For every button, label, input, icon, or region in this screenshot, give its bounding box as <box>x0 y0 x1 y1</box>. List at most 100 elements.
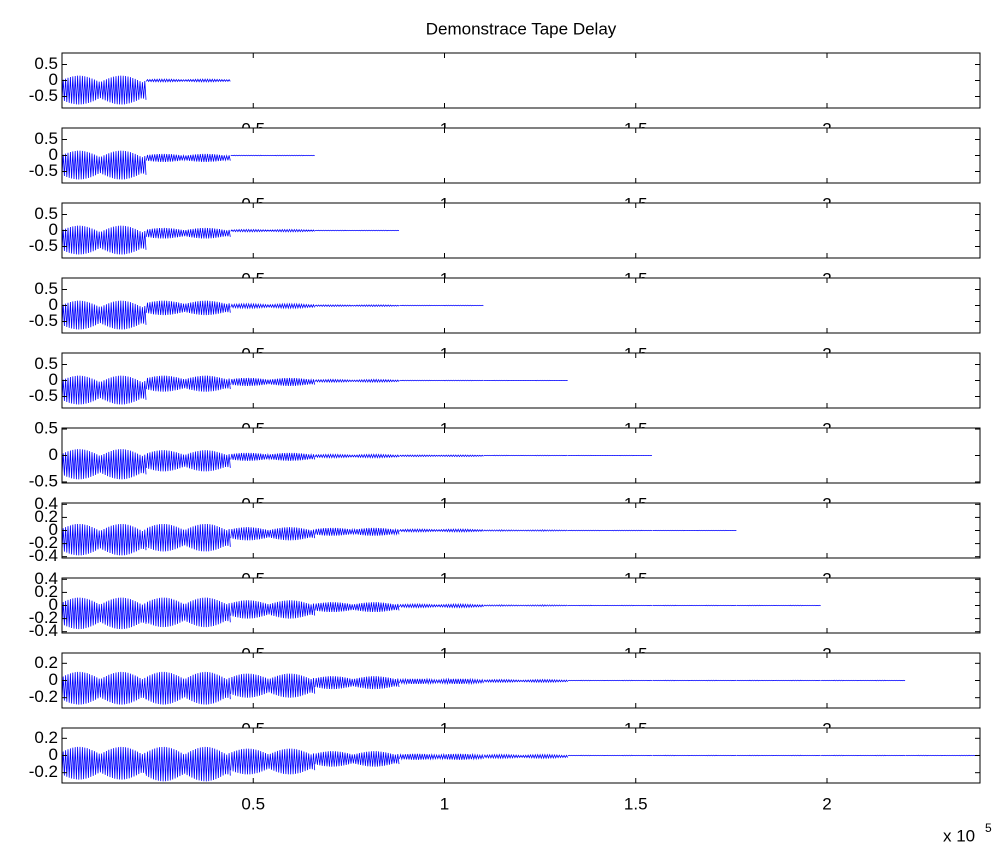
y-tick-label: -0.2 <box>29 533 58 552</box>
waveform-segment <box>399 603 484 609</box>
x-tick-label: 0.5 <box>241 794 265 813</box>
plot-area <box>62 375 568 405</box>
waveform-segment <box>652 754 737 757</box>
plot-area <box>62 75 231 105</box>
waveform-segment <box>230 452 316 461</box>
waveform-segment <box>62 375 147 405</box>
waveform-segment <box>483 454 568 457</box>
x-tick-label: 2 <box>822 794 831 813</box>
waveform-segment <box>567 529 653 532</box>
y-tick-label: -0.2 <box>29 762 58 781</box>
waveform-segment <box>483 753 569 760</box>
x-tick-label: 1.5 <box>624 794 648 813</box>
waveform-segment <box>399 677 484 686</box>
waveform-segment <box>483 604 568 607</box>
waveform-segment <box>567 754 653 757</box>
waveform-segment <box>230 748 316 775</box>
waveform-segment <box>145 450 231 472</box>
waveform-segment <box>314 676 400 690</box>
subplot: -0.500.50.511.52Demonstrace Tape Delay <box>29 19 981 138</box>
waveform-segment <box>62 449 147 480</box>
axes-frame <box>61 652 981 709</box>
waveform-segment <box>230 527 316 541</box>
waveform-segment <box>314 453 400 459</box>
axes-frame <box>61 577 981 634</box>
axes-frame <box>61 127 981 184</box>
plot-area <box>62 523 737 556</box>
plot-area <box>62 746 980 782</box>
waveform-segment <box>314 751 400 767</box>
waveform-segment <box>399 379 484 382</box>
x-scale-label: x 10 <box>943 826 975 845</box>
waveform-segment <box>62 225 147 255</box>
waveform-segment <box>62 597 147 630</box>
waveform-segment <box>652 604 737 607</box>
waveform-segment <box>567 604 653 607</box>
waveform-segment <box>314 304 400 308</box>
y-tick-label: 0.5 <box>34 204 58 223</box>
y-tick-label: 0 <box>49 670 58 689</box>
waveform-segment <box>230 377 316 386</box>
waveform-segment <box>145 78 231 83</box>
axes-frame <box>61 427 981 484</box>
y-tick-label: 0 <box>49 70 58 89</box>
y-tick-label: 0 <box>49 745 58 764</box>
waveform-segment <box>230 673 316 698</box>
waveform-segment <box>567 679 653 682</box>
waveform-segment <box>314 229 400 232</box>
waveform-segment <box>820 754 906 757</box>
waveform-segment <box>399 454 484 458</box>
y-tick-label: 0.5 <box>34 279 58 298</box>
y-tick-label: -0.5 <box>29 471 58 490</box>
waveform-segment <box>62 300 147 330</box>
waveform-segment <box>314 527 400 536</box>
y-tick-label: 0 <box>49 220 58 239</box>
y-tick-label: -0.4 <box>29 546 58 565</box>
plot-area <box>62 150 315 180</box>
y-tick-label: 0.5 <box>34 419 58 438</box>
plot-area <box>62 225 400 255</box>
y-tick-label: 0.2 <box>34 582 58 601</box>
y-tick-label: 0.2 <box>34 507 58 526</box>
waveform-segment <box>145 671 231 705</box>
axes-frame <box>61 202 981 259</box>
waveform-segment <box>145 227 231 239</box>
waveform-segment <box>483 529 568 532</box>
waveform-segment <box>145 153 231 162</box>
y-tick-label: 0 <box>49 145 58 164</box>
chart-title: Demonstrace Tape Delay <box>426 19 617 38</box>
y-tick-label: -0.2 <box>29 687 58 706</box>
waveform-segment <box>314 378 400 384</box>
y-tick-label: 0.5 <box>34 54 58 73</box>
axes-frame <box>61 502 981 559</box>
waveform-segment <box>145 523 231 552</box>
plot-area <box>62 300 484 330</box>
subplot: -0.4-0.200.20.40.511.52 <box>29 494 981 588</box>
y-tick-label: 0 <box>49 445 58 464</box>
subplot: -0.200.2 0.5 1 1.5 2 x 10 5 <box>29 727 992 845</box>
waveform-segment <box>820 679 906 682</box>
y-tick-label: -0.5 <box>29 311 58 330</box>
axes-frame <box>61 52 981 109</box>
waveform-segment <box>652 679 737 682</box>
y-tick-label: -0.5 <box>29 236 58 255</box>
y-tick-label: -0.2 <box>29 608 58 627</box>
subplot: -0.4-0.200.20.40.511.52 <box>29 569 981 663</box>
y-tick-label: -0.5 <box>29 386 58 405</box>
waveform-segment <box>62 523 147 556</box>
axes-frame <box>61 352 981 409</box>
waveform-segment <box>62 671 147 705</box>
waveform-segment <box>62 75 147 105</box>
waveform-segment <box>736 604 821 607</box>
plot-area <box>62 449 653 480</box>
waveform-segment <box>399 304 484 307</box>
waveform-segment <box>145 375 231 392</box>
x-scale-exponent: 5 <box>985 821 992 835</box>
y-tick-label: 0.2 <box>34 653 58 672</box>
waveform-segment <box>483 678 569 684</box>
plot-area <box>62 671 906 705</box>
waveform-segment <box>230 302 316 310</box>
waveform-segment <box>145 746 231 782</box>
axes-frame <box>61 727 981 784</box>
